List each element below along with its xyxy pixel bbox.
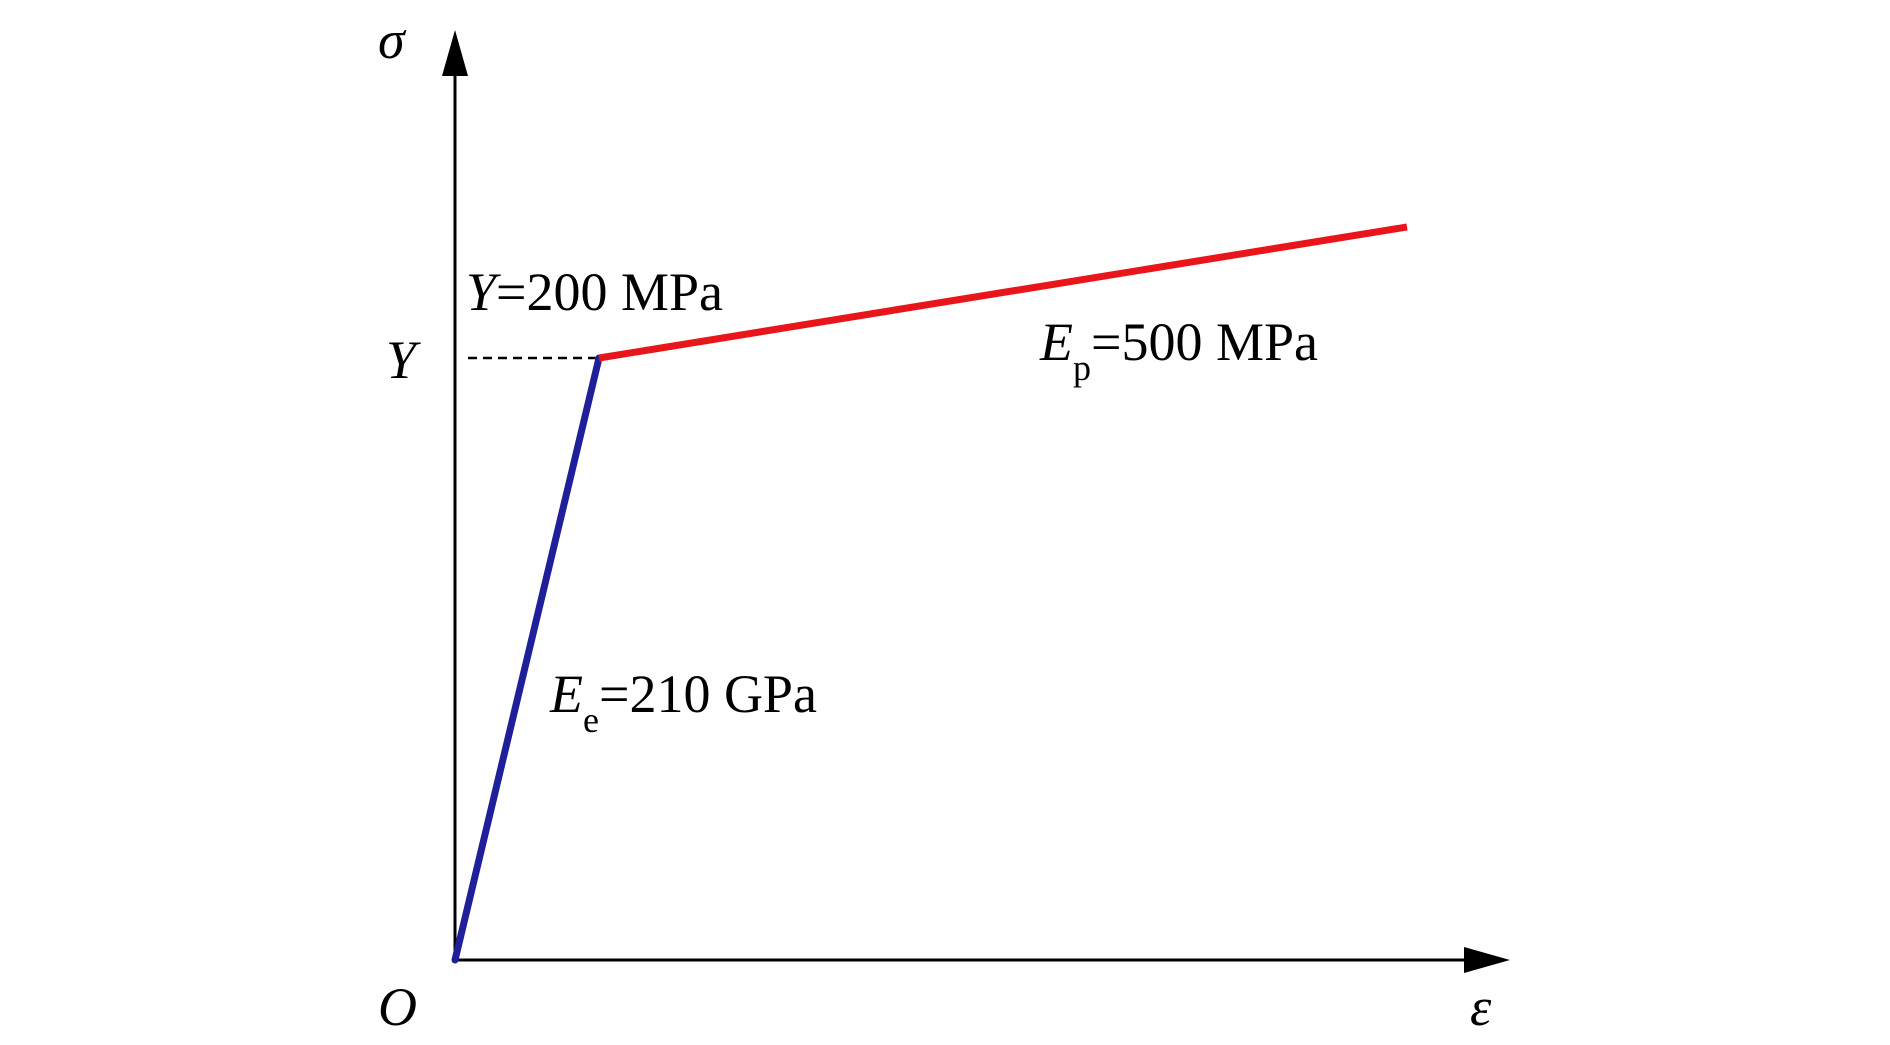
- x-axis-arrowhead: [1464, 947, 1510, 973]
- elastic-modulus-annotation: Ee=210 GPa: [549, 664, 817, 740]
- y-axis-label: σ: [378, 10, 407, 70]
- origin-label: O: [378, 977, 417, 1037]
- x-axis-label: ε: [1470, 977, 1492, 1037]
- plastic-modulus-annotation: Ep=500 MPa: [1039, 312, 1318, 388]
- yield-tick-label: Y: [386, 330, 421, 390]
- yield-annotation: Y=200 MPa: [466, 262, 723, 322]
- y-axis-arrowhead: [442, 30, 468, 76]
- plastic-segment: [598, 223, 1408, 362]
- elastic-segment: [451, 354, 603, 964]
